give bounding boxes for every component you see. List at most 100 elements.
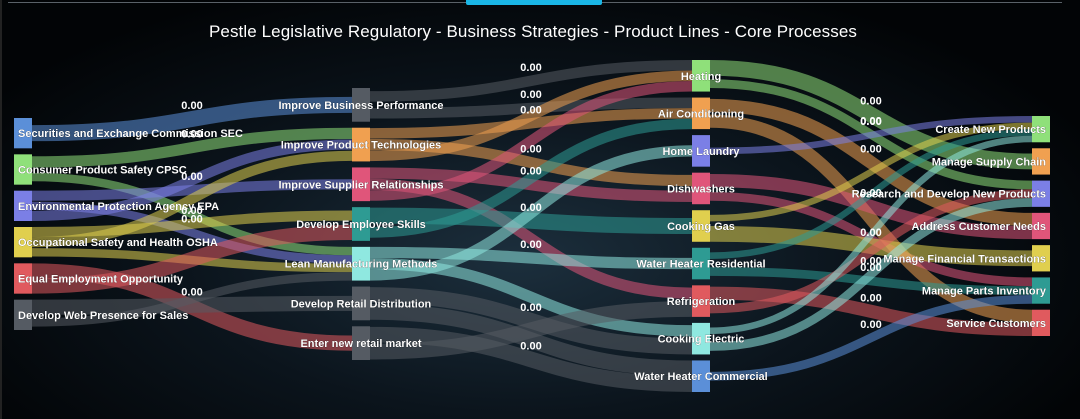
link-value-label: 0.00 [860,143,881,155]
sankey-link[interactable] [709,135,1033,335]
sankey-node[interactable] [352,88,370,122]
sankey-node[interactable] [14,299,32,330]
sankey-link[interactable] [31,295,353,315]
sankey-node[interactable] [692,210,710,242]
sankey-link[interactable] [369,138,693,187]
link-value-label: 0.00 [181,171,202,183]
sankey-link[interactable] [709,267,1033,295]
sankey-node[interactable] [1032,245,1050,272]
sankey-link[interactable] [31,127,353,168]
node-label: Create New Products [935,124,1046,136]
sankey-node[interactable] [14,227,32,258]
sankey-link[interactable] [369,301,693,360]
sankey-link[interactable] [31,96,353,142]
sankey-node[interactable] [692,172,710,205]
sankey-node[interactable] [352,286,370,321]
link-value-label: 0.00 [860,262,881,274]
sankey-link[interactable] [369,60,693,102]
sankey-link[interactable] [709,286,1033,337]
sankey-node[interactable] [692,360,710,392]
node-label: Improve Product Technologies [281,140,442,152]
sankey-link[interactable] [369,70,693,162]
sankey-node[interactable] [692,247,710,280]
link-value-label: 0.00 [520,340,541,352]
left-border [0,0,2,419]
sankey-link[interactable] [709,129,1033,259]
sankey-link[interactable] [369,303,693,377]
sankey-node[interactable] [692,97,710,130]
node-label: Manage Supply Chain [932,156,1047,168]
sankey-link[interactable] [709,294,1033,381]
link-value-label: 0.00 [520,302,541,314]
link-value-label: 0.00 [520,239,541,251]
node-label: Air Conditioning [658,108,744,120]
sankey-node[interactable] [352,246,370,281]
active-tab-indicator [466,0,602,5]
sankey-link[interactable] [369,207,693,234]
sankey-node[interactable] [1032,148,1050,175]
sankey-link[interactable] [369,167,693,202]
sankey-link[interactable] [709,60,1033,170]
node-label: Equal Employment Opportunity [18,274,184,286]
node-label: Research and Develop New Products [852,189,1046,201]
link-value-label: 0.00 [860,96,881,108]
sankey-link[interactable] [31,224,353,294]
sankey-node[interactable] [1032,277,1050,304]
sankey-node[interactable] [14,154,32,185]
sankey-node[interactable] [352,127,370,162]
node-label: Home Laundry [662,146,740,158]
sankey-link[interactable] [709,116,1033,155]
sankey-node[interactable] [1032,180,1050,207]
sankey-link[interactable] [709,122,1033,222]
link-value-label: 0.00 [860,116,881,128]
sankey-link[interactable] [31,210,353,238]
sankey-node[interactable] [1032,309,1050,336]
link-value-label: 0.00 [181,100,202,112]
sankey-node[interactable] [352,326,370,360]
node-label: Lean Manufacturing Methods [285,259,438,271]
sankey-link[interactable] [31,172,353,256]
link-value-label: 0.00 [520,166,541,178]
sankey-node[interactable] [352,167,370,202]
sankey-link[interactable] [709,198,1033,351]
node-label: Heating [681,71,721,83]
link-value-label: 0.00 [520,104,541,116]
chart-title: Pestle Legislative Regulatory - Business… [208,22,858,41]
node-label: Dishwashers [667,183,735,195]
link-value-label: 0.00 [181,129,202,141]
link-value-label: 0.00 [520,89,541,101]
sankey-link[interactable] [369,326,693,392]
sankey-node[interactable] [692,322,710,355]
sankey-link[interactable] [31,150,353,248]
sankey-link[interactable] [31,139,353,221]
sankey-link[interactable] [31,272,353,327]
sankey-node[interactable] [14,118,32,149]
node-label: Develop Web Presence for Sales [18,310,188,322]
sankey-link[interactable] [369,118,693,238]
sankey-node[interactable] [1032,212,1050,240]
sankey-node[interactable] [14,263,32,294]
sankey-node[interactable] [692,285,710,317]
node-label: Develop Retail Distribution [291,298,432,310]
link-value-label: 0.00 [860,319,881,331]
sankey-link[interactable] [369,287,693,355]
sankey-node[interactable] [1032,116,1050,143]
value-labels-layer: 0.00 0.00 0.00 0.00 0.00 0.00 0.00 0.00 0.00 0.00… [181,62,881,353]
sankey-node[interactable] [692,135,710,167]
sankey-link[interactable] [369,97,693,119]
sankey-node[interactable] [352,207,370,241]
sankey-link[interactable] [709,173,1033,240]
sankey-node[interactable] [692,60,710,92]
sankey-node[interactable] [14,190,32,221]
sankey-link[interactable] [369,81,693,201]
sankey-link[interactable] [369,145,693,281]
sankey-link[interactable] [369,246,693,270]
node-label: Enter new retail market [300,338,421,350]
sankey-link[interactable] [369,108,693,139]
sankey-link[interactable] [709,189,1033,314]
node-label: Refrigeration [667,296,736,308]
node-label: Manage Parts Inventory [922,286,1047,298]
sankey-link[interactable] [31,179,353,201]
